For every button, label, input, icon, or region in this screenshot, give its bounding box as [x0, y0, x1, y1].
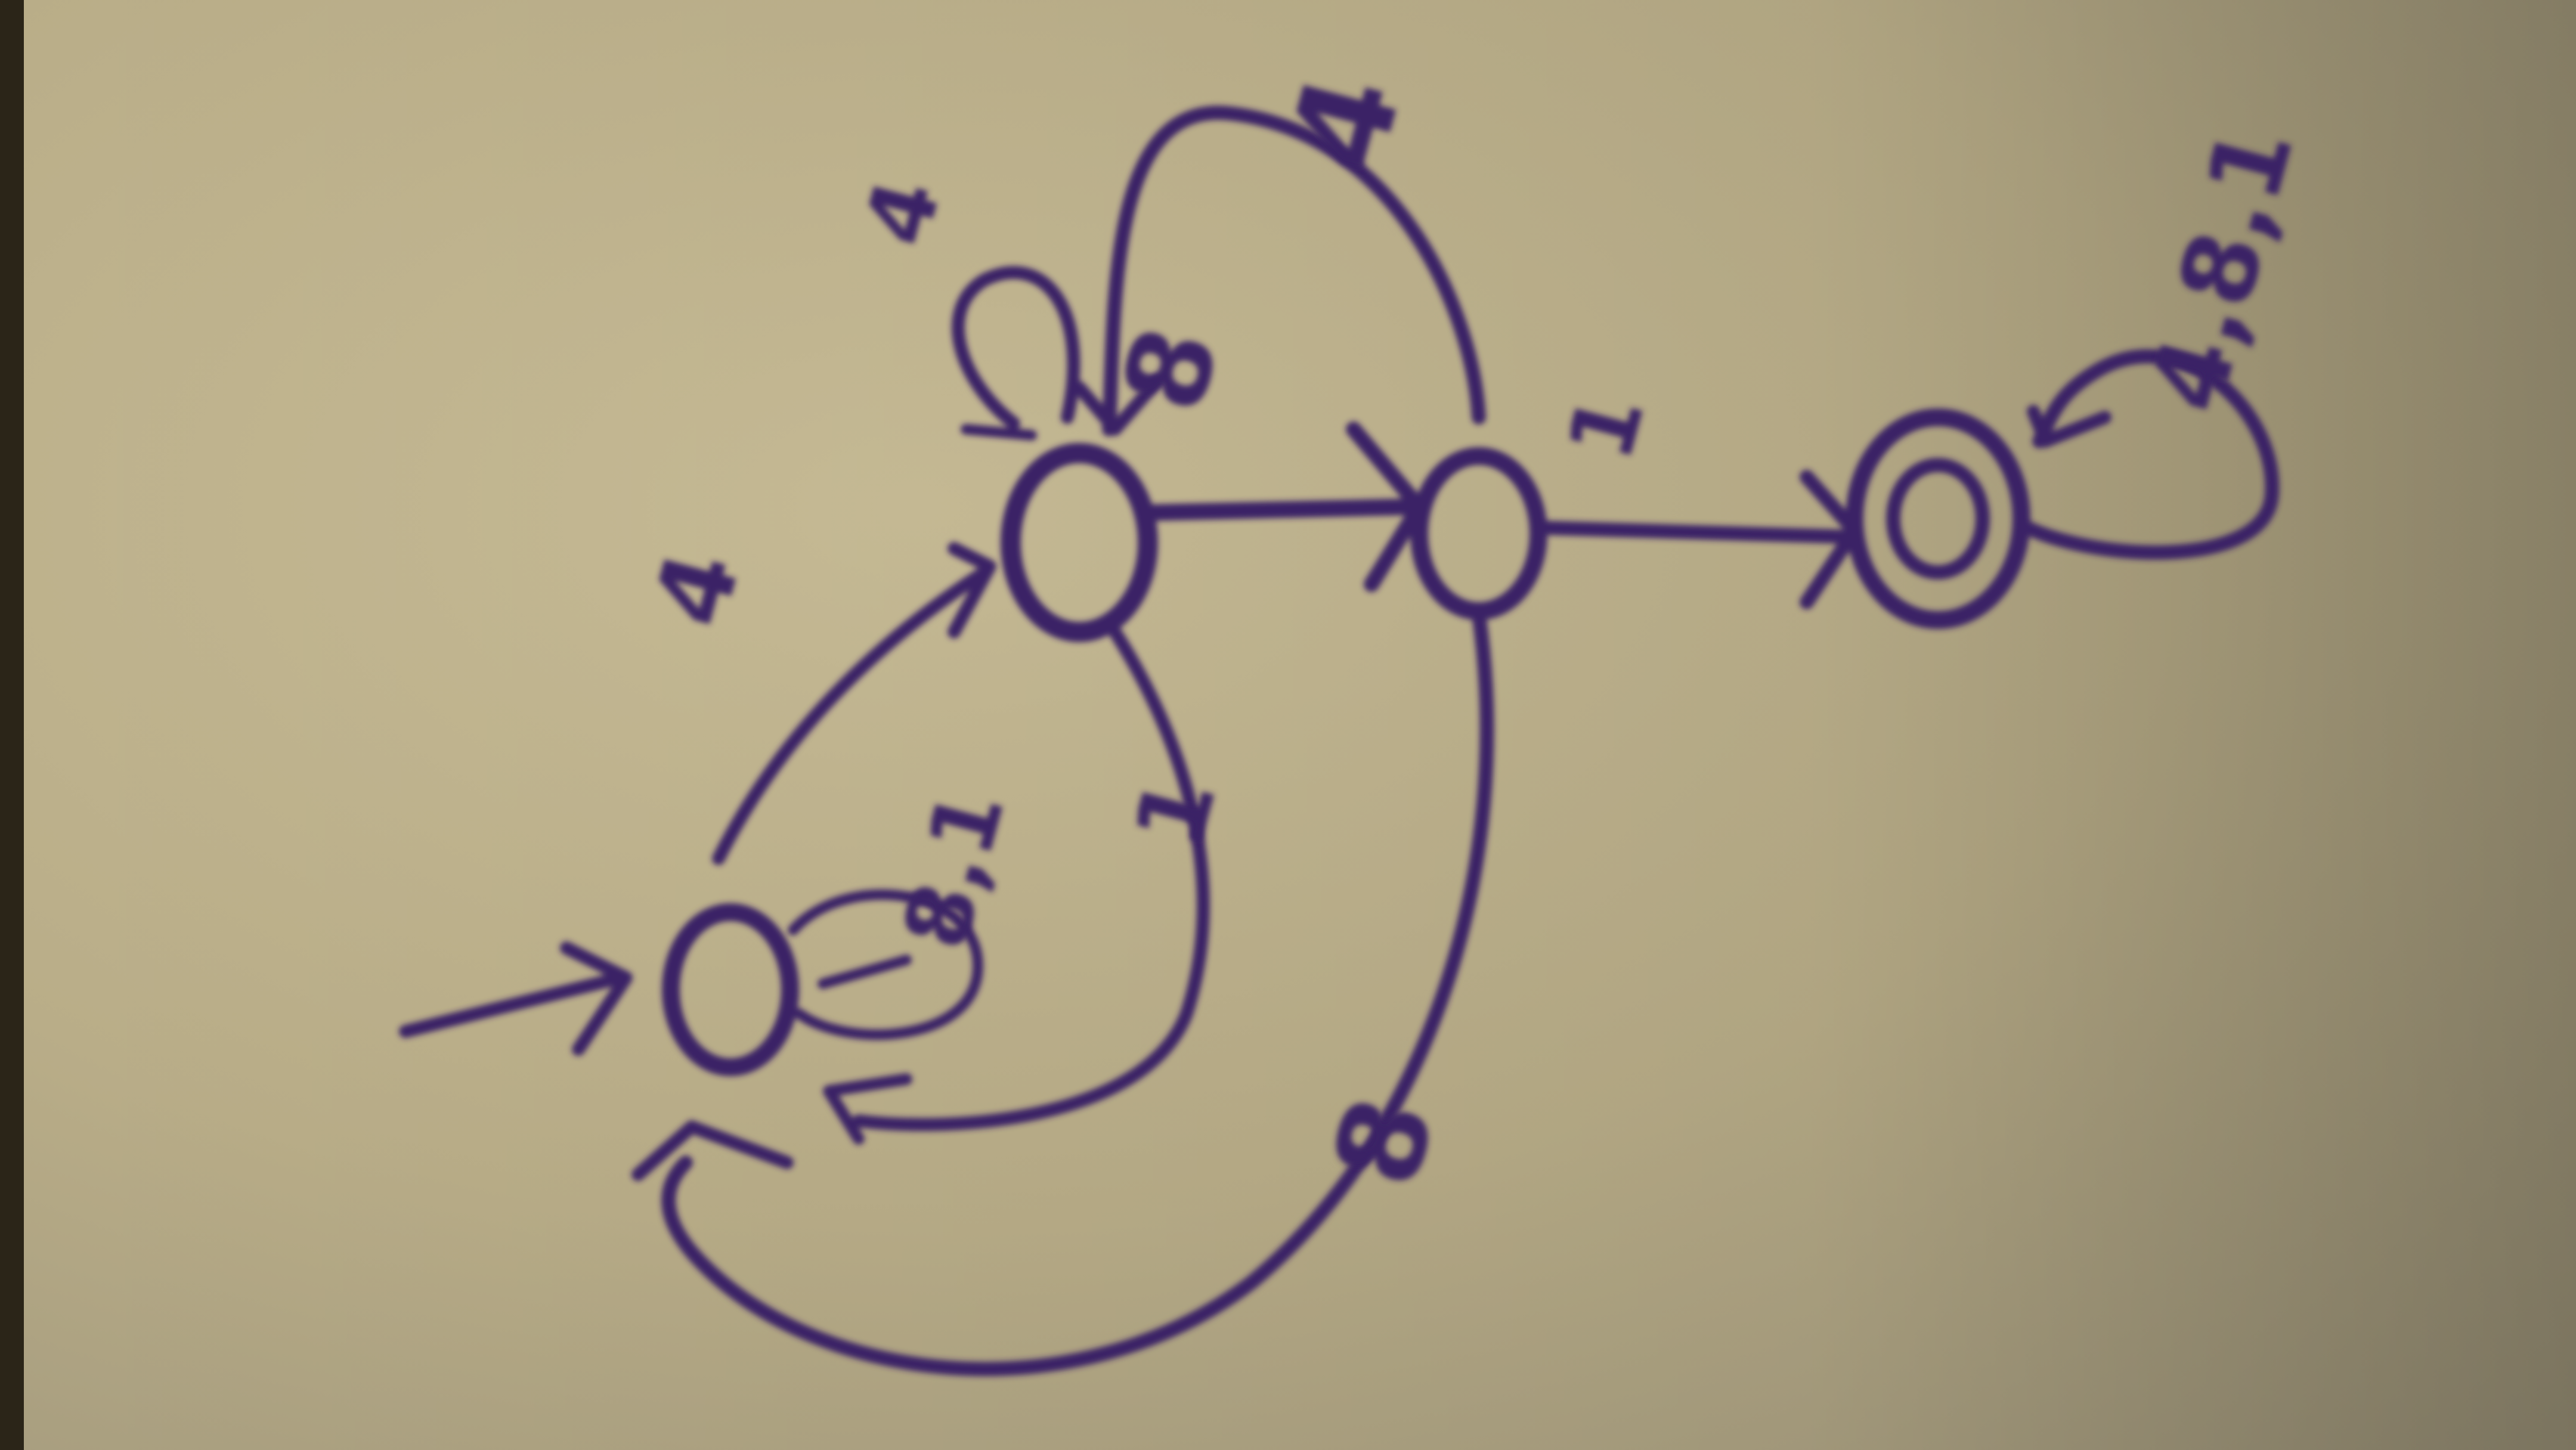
- edge-q0-q0: [788, 889, 983, 1040]
- ink-layer: [399, 106, 2280, 1377]
- state-q0: [662, 903, 799, 1076]
- paper-shade: [24, 0, 2576, 1450]
- edge-q1-q2: [1140, 422, 1427, 592]
- edge-q2-q3: [1531, 470, 1862, 609]
- edge-q1-q0: [823, 625, 1210, 1145]
- start-arrow: [399, 941, 633, 1056]
- edge-q0-q1: [712, 542, 996, 865]
- edge-q2-q0: [631, 607, 1494, 1377]
- edge-q3-q3: [2014, 349, 2280, 560]
- edge-q1-q1: [951, 266, 1080, 441]
- edge-q2-q1: [1073, 106, 1486, 436]
- state-q1: [1001, 443, 1158, 642]
